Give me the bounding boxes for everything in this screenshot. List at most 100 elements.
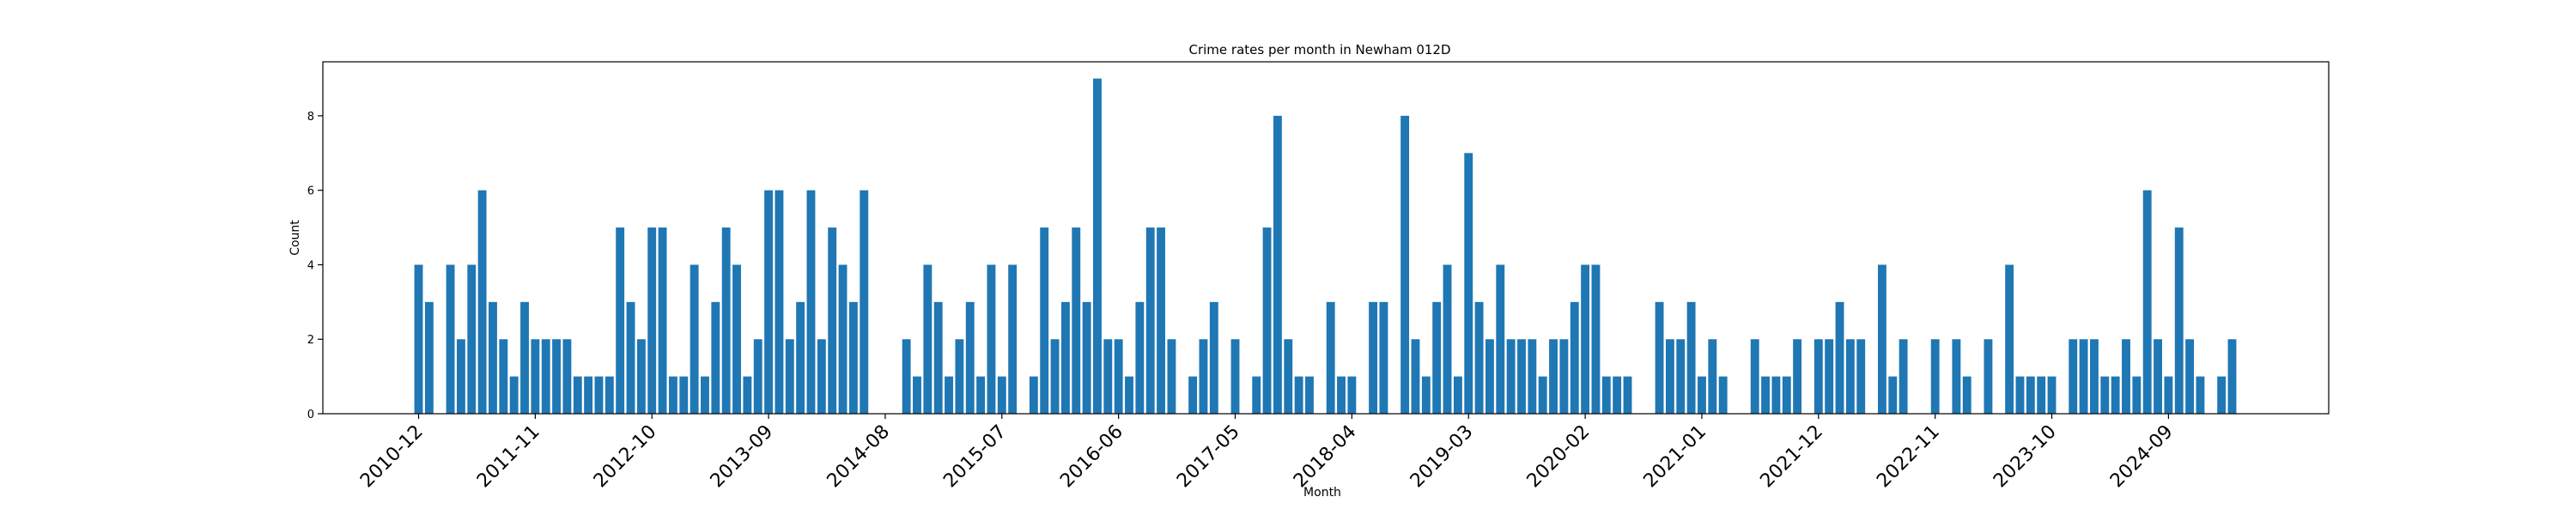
bar <box>2196 376 2205 414</box>
bar <box>531 339 540 414</box>
bar <box>520 301 529 414</box>
bar <box>1230 339 1240 414</box>
bar <box>2185 339 2195 414</box>
y-tick-label: 2 <box>307 334 314 347</box>
bar <box>2142 190 2152 414</box>
bar <box>2047 376 2057 414</box>
y-axis-label: Count <box>289 220 302 256</box>
bar <box>1708 339 1717 414</box>
bar <box>1167 339 1176 414</box>
bar <box>1284 339 1293 414</box>
bar <box>2015 376 2025 414</box>
bar <box>1379 301 1388 414</box>
bar <box>1761 376 1770 414</box>
bar <box>1050 339 1060 414</box>
bar <box>1347 376 1357 414</box>
bar <box>1686 301 1696 414</box>
bar <box>1464 153 1473 415</box>
bar <box>1591 264 1601 414</box>
bar <box>806 190 816 414</box>
bar <box>1485 339 1494 414</box>
bar <box>1930 339 1940 414</box>
bar <box>1899 339 1908 414</box>
bar <box>1421 376 1431 414</box>
bar <box>690 264 699 414</box>
bar <box>414 264 423 414</box>
bar <box>1782 376 1791 414</box>
bar <box>1432 301 1442 414</box>
bar <box>1613 376 1622 414</box>
bar <box>1082 301 1091 414</box>
bar <box>2037 376 2046 414</box>
bar <box>1750 339 1759 414</box>
bar <box>1984 339 1993 414</box>
bar <box>1676 339 1686 414</box>
bar <box>2005 264 2014 414</box>
bar <box>976 376 986 414</box>
bar <box>732 264 741 414</box>
bar <box>446 264 455 414</box>
bar <box>2164 376 2173 414</box>
bar <box>636 339 646 414</box>
bar <box>1103 339 1113 414</box>
bar <box>2154 339 2162 414</box>
bar <box>594 376 604 414</box>
bar <box>2026 376 2035 414</box>
bar <box>1698 376 1706 414</box>
bar <box>1400 115 1410 414</box>
bar <box>2132 376 2142 414</box>
bar <box>1337 376 1346 414</box>
bar <box>658 227 667 414</box>
bar <box>1623 376 1632 414</box>
bar <box>1411 339 1420 414</box>
bar <box>1294 376 1303 414</box>
bar <box>605 376 614 414</box>
bar <box>1581 264 1590 414</box>
bar <box>1856 339 1866 414</box>
bar <box>1962 376 1971 414</box>
bar <box>1814 339 1823 414</box>
chart-title: Crime rates per month in Newham 012D <box>1188 42 1450 58</box>
bar <box>796 301 805 414</box>
bar <box>1655 301 1664 414</box>
bar <box>584 376 593 414</box>
bar <box>1125 376 1133 414</box>
x-axis-label: Month <box>1303 486 1341 500</box>
bar <box>1072 227 1081 414</box>
bar <box>1877 264 1886 414</box>
bar <box>1273 115 1282 414</box>
bar <box>838 264 848 414</box>
bar <box>1199 339 1208 414</box>
bar <box>424 301 434 414</box>
bar <box>668 376 677 414</box>
bar <box>2069 339 2078 414</box>
bar <box>987 264 996 414</box>
bar <box>902 339 911 414</box>
bar <box>1135 301 1145 414</box>
bar <box>1145 227 1155 414</box>
bar <box>489 301 497 414</box>
bar <box>2111 376 2120 414</box>
bars <box>414 78 2237 415</box>
bar <box>955 339 964 414</box>
bar <box>1845 339 1855 414</box>
bar <box>965 301 975 414</box>
bar <box>721 227 731 414</box>
plot-frame <box>322 61 2330 415</box>
bar <box>2174 227 2184 414</box>
y-axis: 0 2 4 6 8 <box>307 111 323 421</box>
bar <box>711 301 720 414</box>
y-tick-label: 0 <box>307 409 314 421</box>
bar <box>997 376 1006 414</box>
bar <box>616 227 625 414</box>
bar <box>1157 227 1165 414</box>
bar <box>1326 301 1335 414</box>
bar <box>1474 301 1484 414</box>
bar <box>945 376 953 414</box>
bar <box>1771 376 1781 414</box>
bar <box>1060 301 1070 414</box>
bar <box>1262 227 1272 414</box>
bar <box>1952 339 1961 414</box>
